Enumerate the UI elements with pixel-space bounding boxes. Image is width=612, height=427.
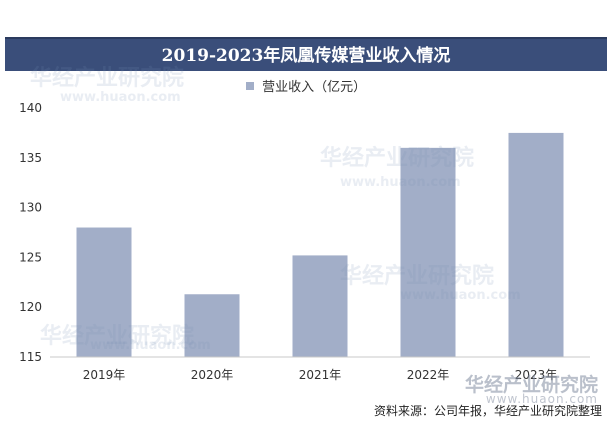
legend: 营业收入（亿元） [0, 76, 612, 95]
x-tick-label: 2020年 [191, 368, 234, 382]
y-tick-label: 120 [19, 300, 42, 314]
bar [184, 294, 240, 357]
y-tick-label: 130 [19, 201, 42, 215]
y-tick-label: 135 [19, 151, 42, 165]
y-tick-label: 125 [19, 250, 42, 264]
legend-label: 营业收入（亿元） [262, 80, 367, 95]
bar [400, 147, 456, 357]
y-tick-label: 115 [19, 350, 42, 364]
brand-logo-text: 华经产业研究院 [464, 374, 598, 396]
x-tick-label: 2019年 [83, 368, 126, 382]
bar [76, 227, 132, 357]
legend-swatch [245, 81, 254, 90]
x-tick-label: 2023年 [515, 368, 558, 382]
chart-title: 2019-2023年凤凰传媒营业收入情况 [5, 37, 607, 71]
x-tick-label: 2022年 [407, 368, 450, 382]
source-note: 资料来源：公司年报，华经产业研究院整理 [373, 404, 602, 418]
bar [508, 132, 564, 357]
brand-url: www.huaon.com [485, 392, 598, 406]
y-tick-label: 140 [19, 101, 42, 115]
x-tick-label: 2021年 [299, 368, 342, 382]
bar [292, 255, 348, 357]
